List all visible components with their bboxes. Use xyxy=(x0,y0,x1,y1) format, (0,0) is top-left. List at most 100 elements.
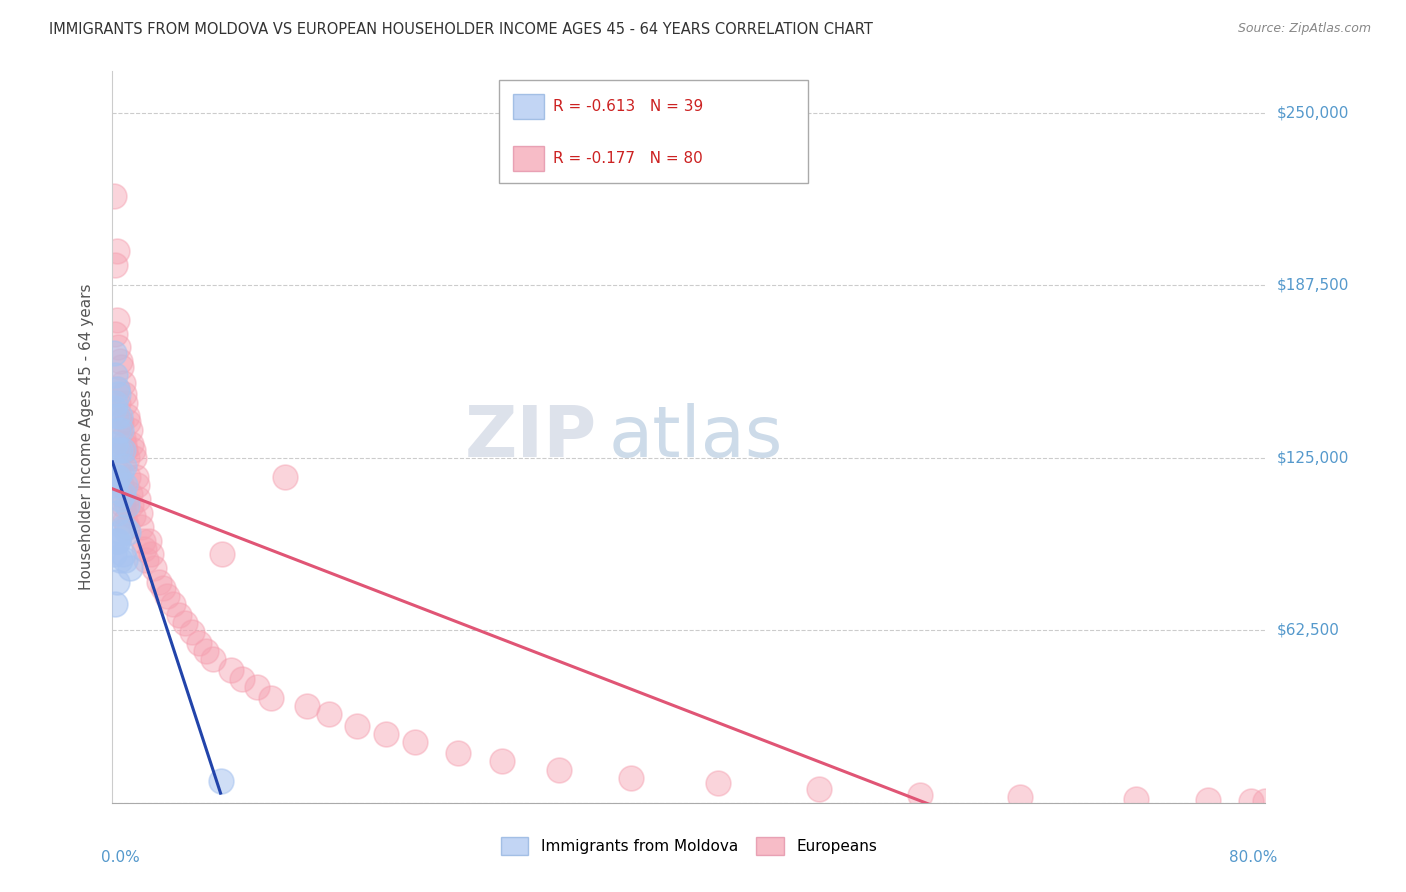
Point xyxy=(548,763,571,777)
Text: $250,000: $250,000 xyxy=(1277,105,1348,120)
Point xyxy=(107,387,129,401)
Point xyxy=(246,680,269,694)
Point xyxy=(134,541,156,556)
Point xyxy=(180,624,202,639)
Point xyxy=(1240,794,1263,808)
Point xyxy=(127,492,149,507)
Point xyxy=(346,718,368,732)
Text: atlas: atlas xyxy=(609,402,783,472)
Point xyxy=(173,616,195,631)
Point xyxy=(117,525,139,540)
Point xyxy=(167,608,190,623)
Point xyxy=(211,548,233,562)
Point xyxy=(105,442,128,457)
Point xyxy=(148,574,170,589)
Point xyxy=(112,458,135,473)
Point xyxy=(105,470,128,484)
Point xyxy=(110,465,132,479)
Point xyxy=(124,470,146,484)
Legend: Immigrants from Moldova, Europeans: Immigrants from Moldova, Europeans xyxy=(495,831,883,861)
Point xyxy=(117,415,139,429)
Text: $62,500: $62,500 xyxy=(1277,623,1340,638)
Point xyxy=(103,470,125,484)
Point xyxy=(807,782,830,797)
Point xyxy=(112,437,135,451)
Point xyxy=(111,442,134,457)
Point xyxy=(107,395,129,409)
Point xyxy=(118,561,141,575)
Point xyxy=(115,498,138,512)
Point xyxy=(152,581,174,595)
Point xyxy=(114,553,136,567)
Point xyxy=(707,776,730,790)
Point xyxy=(108,354,131,368)
Point xyxy=(104,533,127,548)
Point xyxy=(114,514,136,528)
Point xyxy=(112,387,135,401)
Point xyxy=(295,699,318,714)
Point xyxy=(118,423,141,437)
Point xyxy=(404,735,426,749)
Point xyxy=(143,561,166,575)
Point xyxy=(105,312,128,326)
Point xyxy=(121,442,143,457)
Point xyxy=(110,478,132,492)
Point xyxy=(107,470,129,484)
Point xyxy=(138,533,160,548)
Point xyxy=(110,525,132,540)
Point xyxy=(108,492,131,507)
Point xyxy=(117,470,139,484)
Point xyxy=(118,486,141,500)
Point xyxy=(112,506,135,520)
Point xyxy=(231,672,253,686)
Point xyxy=(107,423,129,437)
Point xyxy=(104,597,127,611)
Point xyxy=(108,553,131,567)
Text: 80.0%: 80.0% xyxy=(1229,850,1277,865)
Point xyxy=(105,533,128,548)
Point xyxy=(107,340,129,354)
Point xyxy=(219,663,242,677)
Point xyxy=(103,401,125,416)
Point xyxy=(318,707,340,722)
Point xyxy=(103,548,125,562)
Point xyxy=(260,690,283,705)
Point xyxy=(108,409,131,424)
Point xyxy=(111,498,134,512)
Point xyxy=(447,746,470,760)
Point xyxy=(156,589,179,603)
Point xyxy=(209,773,232,788)
Point xyxy=(104,258,127,272)
Point xyxy=(105,409,128,424)
Point xyxy=(121,508,143,523)
Point xyxy=(104,437,127,451)
Point xyxy=(108,415,131,429)
Point xyxy=(103,346,125,360)
Point xyxy=(120,498,142,512)
Point xyxy=(132,533,155,548)
Point xyxy=(114,478,136,492)
Point xyxy=(104,368,127,382)
Point xyxy=(908,788,931,802)
Point xyxy=(1254,794,1277,808)
Text: $187,500: $187,500 xyxy=(1277,277,1348,293)
Point xyxy=(115,520,138,534)
Point xyxy=(110,359,132,374)
Text: $125,000: $125,000 xyxy=(1277,450,1348,466)
Point xyxy=(115,409,138,424)
Point xyxy=(491,755,513,769)
Point xyxy=(111,376,134,391)
Point xyxy=(115,450,138,465)
Point xyxy=(114,442,136,457)
Point xyxy=(1125,791,1147,805)
Point xyxy=(105,382,128,396)
Point xyxy=(111,548,134,562)
Point xyxy=(105,574,128,589)
Point xyxy=(129,520,153,534)
Point xyxy=(375,727,398,741)
Text: IMMIGRANTS FROM MOLDOVA VS EUROPEAN HOUSEHOLDER INCOME AGES 45 - 64 YEARS CORREL: IMMIGRANTS FROM MOLDOVA VS EUROPEAN HOUS… xyxy=(49,22,873,37)
Point xyxy=(141,548,163,562)
Point xyxy=(111,432,134,446)
Point xyxy=(107,465,129,479)
Point xyxy=(104,478,127,492)
